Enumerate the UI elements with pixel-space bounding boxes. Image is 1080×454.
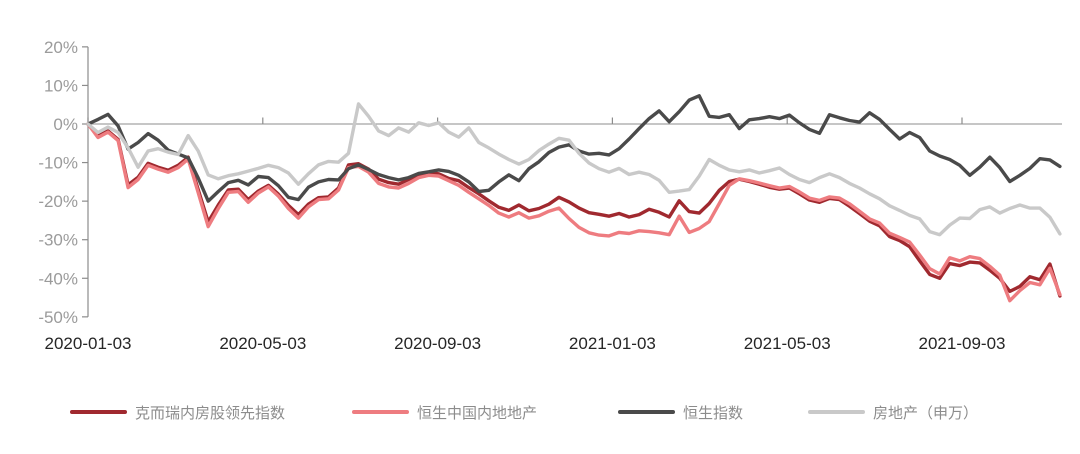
legend-item-hang-seng-index: 恒生指数 — [618, 402, 743, 422]
y-axis-label: -20% — [38, 192, 78, 211]
x-axis-label: 2021-09-03 — [919, 334, 1006, 353]
legend-item-cric-index: 克而瑞内房股领先指数 — [70, 402, 285, 422]
x-axis-label: 2020-01-03 — [45, 334, 132, 353]
legend-swatch-hs-mainland-properties — [352, 409, 409, 415]
legend-swatch-hang-seng-index — [618, 409, 675, 415]
x-axis-label: 2020-05-03 — [219, 334, 306, 353]
y-axis-label: -30% — [38, 231, 78, 250]
legend-label-real-estate-shenwan: 房地产（申万） — [873, 404, 979, 422]
y-axis-label: 20% — [44, 38, 78, 57]
y-axis-label: -10% — [38, 154, 78, 173]
y-axis-label: -50% — [38, 308, 78, 327]
legend-label-hang-seng-index: 恒生指数 — [683, 404, 744, 422]
legend-label-cric-index: 克而瑞内房股领先指数 — [135, 404, 286, 422]
legend-swatch-real-estate-shenwan — [808, 409, 865, 415]
y-axis-label: 10% — [44, 76, 78, 95]
legend-swatch-cric-index — [70, 409, 127, 415]
legend-label-hs-mainland-properties: 恒生中国内地地产 — [417, 404, 538, 422]
series-line-real-estate-shenwan — [86, 102, 1062, 237]
series-line-hang-seng-mainland-properties — [86, 122, 1062, 303]
y-axis-label: -40% — [38, 269, 78, 288]
legend-item-real-estate-shenwan: 房地产（申万） — [808, 402, 978, 422]
y-axis-label: 0% — [53, 115, 78, 134]
x-axis-label: 2020-09-03 — [394, 334, 481, 353]
x-axis-label: 2021-01-03 — [569, 334, 656, 353]
legend-item-hs-mainland-properties: 恒生中国内地地产 — [352, 402, 537, 422]
x-axis-label: 2021-05-03 — [744, 334, 831, 353]
series-line-cric-mainland-property-leading-index — [86, 122, 1062, 298]
